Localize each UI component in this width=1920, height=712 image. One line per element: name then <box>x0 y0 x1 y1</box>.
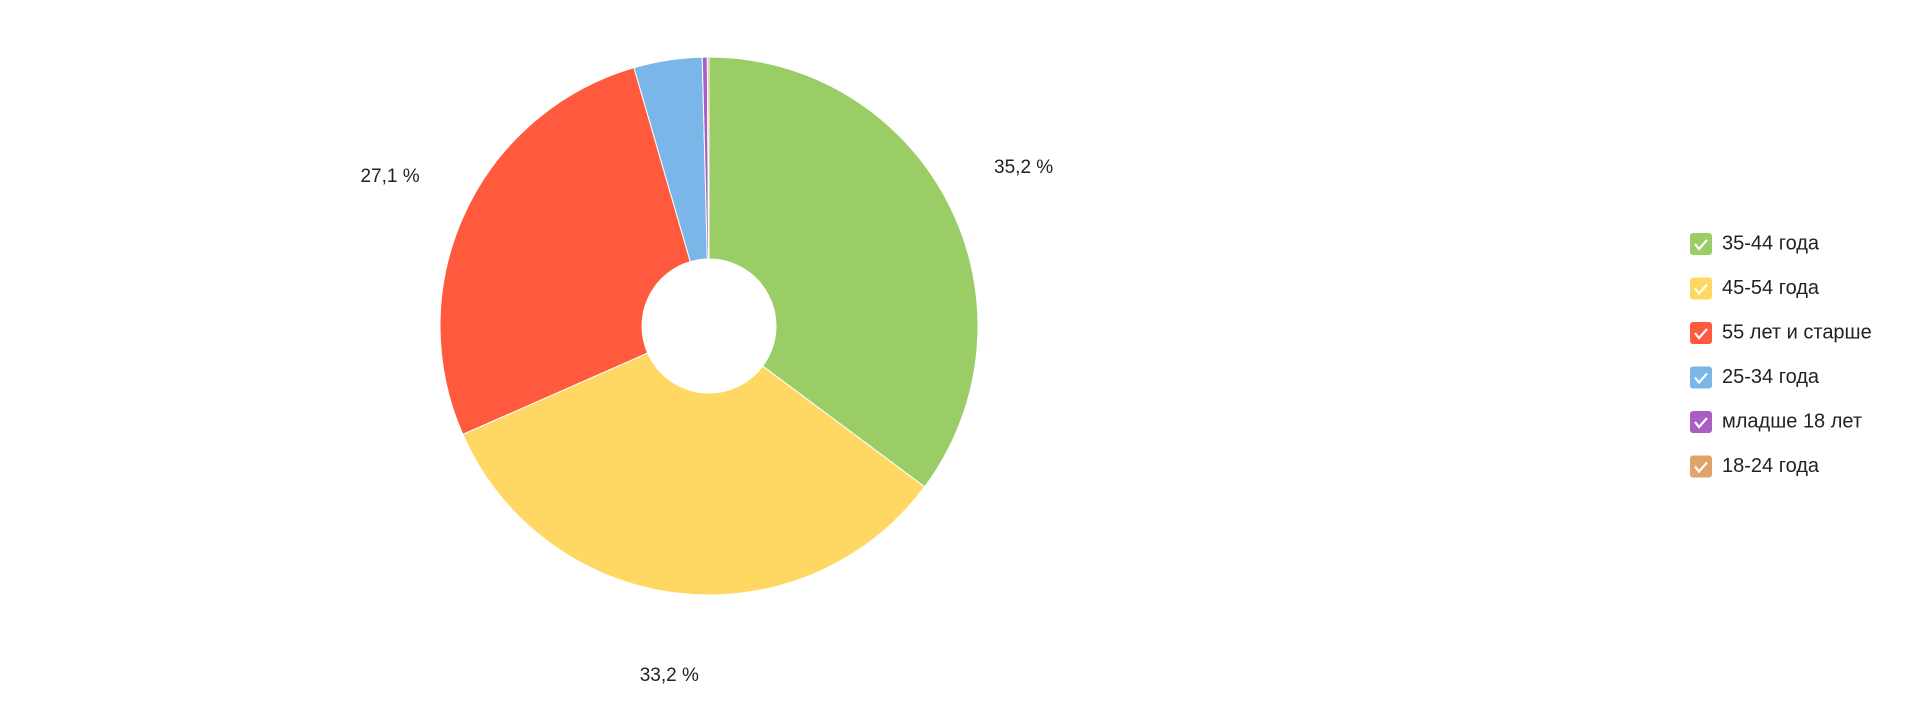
legend-label: 35-44 года <box>1722 232 1820 254</box>
legend-item[interactable]: 25-34 года <box>1690 366 1820 389</box>
legend-check <box>1694 239 1708 251</box>
legend-item[interactable]: 18-24 года <box>1690 455 1820 478</box>
slice <box>439 67 691 436</box>
legend-item[interactable]: 45-54 года <box>1690 277 1820 300</box>
legend-label: 45-54 года <box>1722 277 1820 299</box>
legend-item[interactable]: 55 лет и старше <box>1690 321 1872 344</box>
legend-check <box>1694 461 1708 474</box>
legend-checkbox[interactable] <box>1690 277 1712 300</box>
legend-label: 55 лет и старше <box>1722 321 1872 343</box>
legend-label: 25-34 года <box>1722 366 1820 388</box>
legend-item[interactable]: младше 18 лет <box>1690 410 1862 433</box>
legend-checkbox[interactable] <box>1690 233 1712 255</box>
slice <box>462 352 926 596</box>
legend-checkbox[interactable] <box>1690 322 1712 344</box>
legend: 35-44 года 45-54 года 55 лет и старше 25-34… <box>1690 232 1872 478</box>
legend-label: 18-24 года <box>1722 455 1820 477</box>
legend-check <box>1694 417 1708 429</box>
legend-check <box>1694 372 1708 385</box>
slice-label: 27,1 % <box>360 166 419 187</box>
legend-check <box>1694 283 1708 296</box>
slice <box>708 56 979 488</box>
legend-label: младше 18 лет <box>1722 410 1862 432</box>
legend-checkbox[interactable] <box>1690 455 1712 478</box>
legend-item[interactable]: 35-44 года <box>1690 232 1820 255</box>
legend-checkbox[interactable] <box>1690 366 1712 389</box>
slice <box>706 56 710 260</box>
legend-checkbox[interactable] <box>1690 411 1712 433</box>
slice-label: 33,2 % <box>640 665 699 686</box>
slice-label: 35,2 % <box>994 157 1053 178</box>
legend-check <box>1694 328 1708 340</box>
